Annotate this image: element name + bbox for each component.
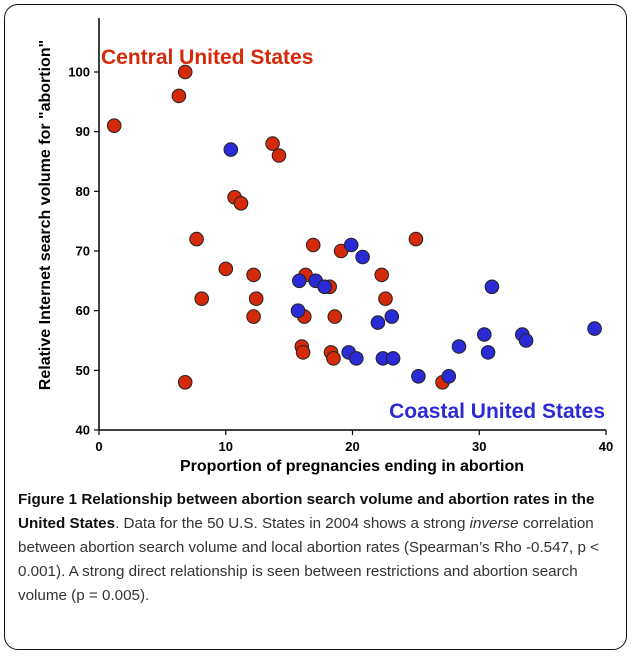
data-point [177, 64, 193, 80]
data-point [385, 351, 401, 366]
data-point [587, 321, 602, 336]
data-point [271, 148, 287, 163]
scatter-chart: 0 10 20 30 40 40 50 60 70 80 90 100 Proportion of p… [37, 18, 613, 475]
data-point [171, 88, 187, 104]
y-tick-label: 80 [76, 184, 90, 199]
x-tick-label: 40 [599, 439, 613, 454]
data-point [106, 118, 122, 133]
data-point [518, 333, 534, 348]
data-point [477, 327, 492, 342]
data-point [290, 303, 306, 319]
x-tick-label: 0 [95, 439, 102, 454]
x-axis-label: Proportion of pregnancies ending in abor… [180, 458, 524, 475]
data-point [246, 309, 261, 324]
data-point [248, 291, 264, 307]
y-tick-label: 50 [76, 363, 90, 378]
data-point [441, 369, 457, 384]
y-tick-label: 40 [76, 423, 90, 438]
data-point [189, 231, 204, 247]
y-tick-label: 100 [68, 65, 90, 80]
data-point [317, 279, 332, 295]
figure-label: Figure 1 [18, 491, 78, 508]
caption-text-2: correlation between abortion search volu… [18, 515, 599, 604]
x-tick-label: 30 [472, 439, 486, 454]
data-point [480, 345, 496, 360]
data-point [246, 267, 261, 283]
data-point [370, 315, 386, 330]
ticks: 0 10 20 30 40 40 50 60 70 80 90 100 [68, 65, 613, 455]
data-point [484, 279, 500, 295]
figure-frame [4, 4, 627, 650]
figure-caption: Figure 1 Relationship between abortion s… [18, 488, 614, 608]
x-tick-label: 20 [345, 439, 359, 454]
data-point [411, 369, 426, 384]
data-point [223, 142, 239, 157]
data-point [349, 351, 364, 366]
annotation-coastal: Coastal United States [389, 400, 605, 423]
y-tick-label: 90 [76, 124, 90, 139]
data-point [194, 291, 209, 307]
data-point [177, 375, 193, 390]
y-axis-label: Relative Internet search volume for "abo… [37, 40, 54, 390]
data-point [233, 196, 249, 211]
y-tick-label: 60 [76, 303, 90, 318]
annotation-central: Central United States [101, 46, 313, 69]
data-point [292, 273, 307, 289]
data-point [374, 267, 390, 283]
data-point [295, 345, 311, 360]
data-point [265, 136, 280, 151]
data-point [218, 261, 234, 277]
data-point [408, 231, 424, 247]
data-point [343, 237, 359, 253]
axes [98, 18, 606, 431]
caption-italic: inverse [469, 515, 519, 532]
data-points [106, 64, 602, 390]
data-point [451, 339, 467, 354]
data-point [355, 249, 370, 265]
data-point [384, 309, 400, 324]
data-point [326, 351, 341, 366]
figure-title: Relationship between abortion search vol… [18, 491, 595, 532]
caption-text-1: . Data for the 50 U.S. States in 2004 sh… [115, 515, 470, 532]
x-tick-label: 10 [219, 439, 233, 454]
data-point [305, 237, 321, 253]
y-tick-label: 70 [76, 244, 90, 259]
data-point [327, 309, 343, 324]
data-point [378, 291, 393, 307]
